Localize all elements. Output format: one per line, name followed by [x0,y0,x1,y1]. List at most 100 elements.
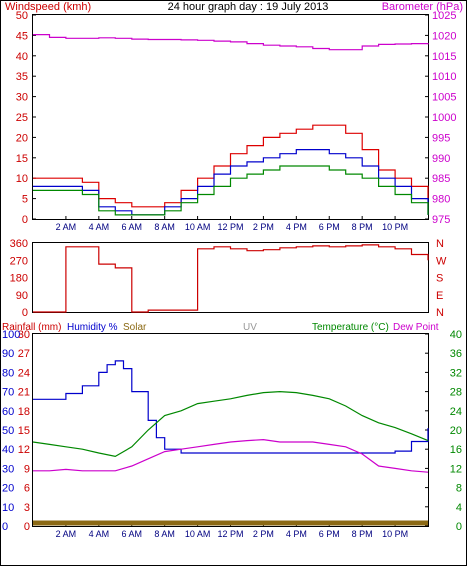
humidity-label: Humidity % [67,322,118,333]
compass-label: E [436,290,443,302]
direction-tick-label: 360 [10,238,28,250]
windspeed-line [33,165,429,216]
temperature-tick-label: 40 [450,329,462,341]
humidity-line [33,360,429,454]
x-tick-label: 4 PM [286,529,307,539]
rainfall-tick-label: 12 [18,444,30,456]
temperature-tick-label: 20 [450,425,462,437]
x-tick-label: 10 AM [185,529,211,539]
uv-label: UV [243,322,257,333]
temperature-tick-label: 4 [456,502,462,514]
direction-panel-frame [32,242,429,313]
direction-tick-label: 90 [16,290,28,302]
x-tick-label: 6 AM [121,222,142,232]
barometer-line [33,33,429,51]
direction-tick-label: 270 [10,255,28,267]
x-tick-label: 12 PM [217,529,243,539]
humidity-tick-label: 100 [2,329,20,341]
rainfall-tick-label: 3 [24,502,30,514]
windspeed-line [33,149,429,216]
barometer-tick-label: 980 [432,194,450,206]
wind-panel-frame [32,14,429,220]
compass-label: W [436,255,447,267]
dewpoint-line [33,438,429,473]
direction-tick-label: 0 [22,307,28,319]
humidity-tick-label: 80 [2,367,14,379]
barometer-tick-label: 1010 [432,71,456,83]
barometer-tick-label: 985 [432,173,450,185]
rainfall-tick-label: 0 [24,521,30,533]
x-tick-label: 2 PM [253,529,274,539]
barometer-tick-label: 1005 [432,92,456,104]
windspeed-tick-label: 40 [16,51,28,63]
temperature-tick-label: 24 [450,406,462,418]
x-tick-label: 12 PM [217,222,243,232]
direction-tick-label: 180 [10,273,28,285]
windspeed-axis-label: Windspeed (kmh) [5,1,91,13]
windspeed-tick-label: 10 [16,173,28,185]
dewpoint-label: Dew Point [393,322,439,333]
temperature-tick-label: 12 [450,463,462,475]
x-tick-label: 6 PM [319,529,340,539]
temperature-tick-label: 0 [456,521,462,533]
x-tick-label: 8 AM [154,222,175,232]
barometer-tick-label: 995 [432,132,450,144]
temperature-tick-label: 8 [456,483,462,495]
x-tick-label: 4 AM [89,222,110,232]
temperature-tick-label: 28 [450,387,462,399]
humidity-tick-label: 0 [2,521,8,533]
barometer-tick-label: 1020 [432,30,456,42]
rainfall-label: Rainfall (mm) [2,322,61,333]
barometer-tick-label: 975 [432,214,450,226]
x-tick-label: 2 PM [253,222,274,232]
barometer-tick-label: 1015 [432,51,456,63]
solar-label: Solar [123,322,147,333]
temperature-tick-label: 16 [450,444,462,456]
barometer-tick-label: 990 [432,153,450,165]
x-tick-label: 8 PM [352,222,373,232]
rainfall-tick-label: 15 [18,425,30,437]
humidity-tick-label: 10 [2,502,14,514]
x-tick-label: 2 AM [56,529,77,539]
x-tick-label: 6 AM [121,529,142,539]
wind-direction-line [33,244,429,313]
rainfall-tick-label: 18 [18,406,30,418]
rainfall-tick-label: 27 [18,348,30,360]
windspeed-tick-label: 45 [16,30,28,42]
x-tick-label: 4 PM [286,222,307,232]
temperature-label: Temperature (°C) [312,322,389,333]
x-tick-label: 10 PM [382,529,408,539]
humidity-tick-label: 30 [2,463,14,475]
windspeed-tick-label: 35 [16,71,28,83]
windspeed-line [33,124,429,208]
barometer-tick-label: 1000 [432,112,456,124]
x-tick-label: 8 AM [154,529,175,539]
humidity-tick-label: 40 [2,444,14,456]
humidity-tick-label: 20 [2,483,14,495]
rainfall-tick-label: 30 [18,329,30,341]
temperature-tick-label: 32 [450,367,462,379]
windspeed-tick-label: 20 [16,132,28,144]
x-tick-label: 8 PM [352,529,373,539]
temp-panel-frame [32,333,429,527]
windspeed-tick-label: 0 [22,214,28,226]
humidity-tick-label: 70 [2,387,14,399]
compass-label: N [436,238,444,250]
rainfall-tick-label: 9 [24,463,30,475]
temperature-line [32,390,429,458]
windspeed-tick-label: 50 [16,10,28,22]
humidity-tick-label: 90 [2,348,14,360]
windspeed-tick-label: 5 [22,194,28,206]
humidity-tick-label: 60 [2,406,14,418]
temperature-tick-label: 36 [450,348,462,360]
compass-label: S [436,273,443,285]
chart-title: 24 hour graph day : 19 July 2013 [168,1,329,13]
humidity-tick-label: 50 [2,425,14,437]
barometer-axis-label: Barometer (hPa) [382,1,463,13]
x-tick-label: 6 PM [319,222,340,232]
windspeed-tick-label: 25 [16,112,28,124]
rainfall-tick-label: 21 [18,387,30,399]
x-tick-label: 10 AM [185,222,211,232]
